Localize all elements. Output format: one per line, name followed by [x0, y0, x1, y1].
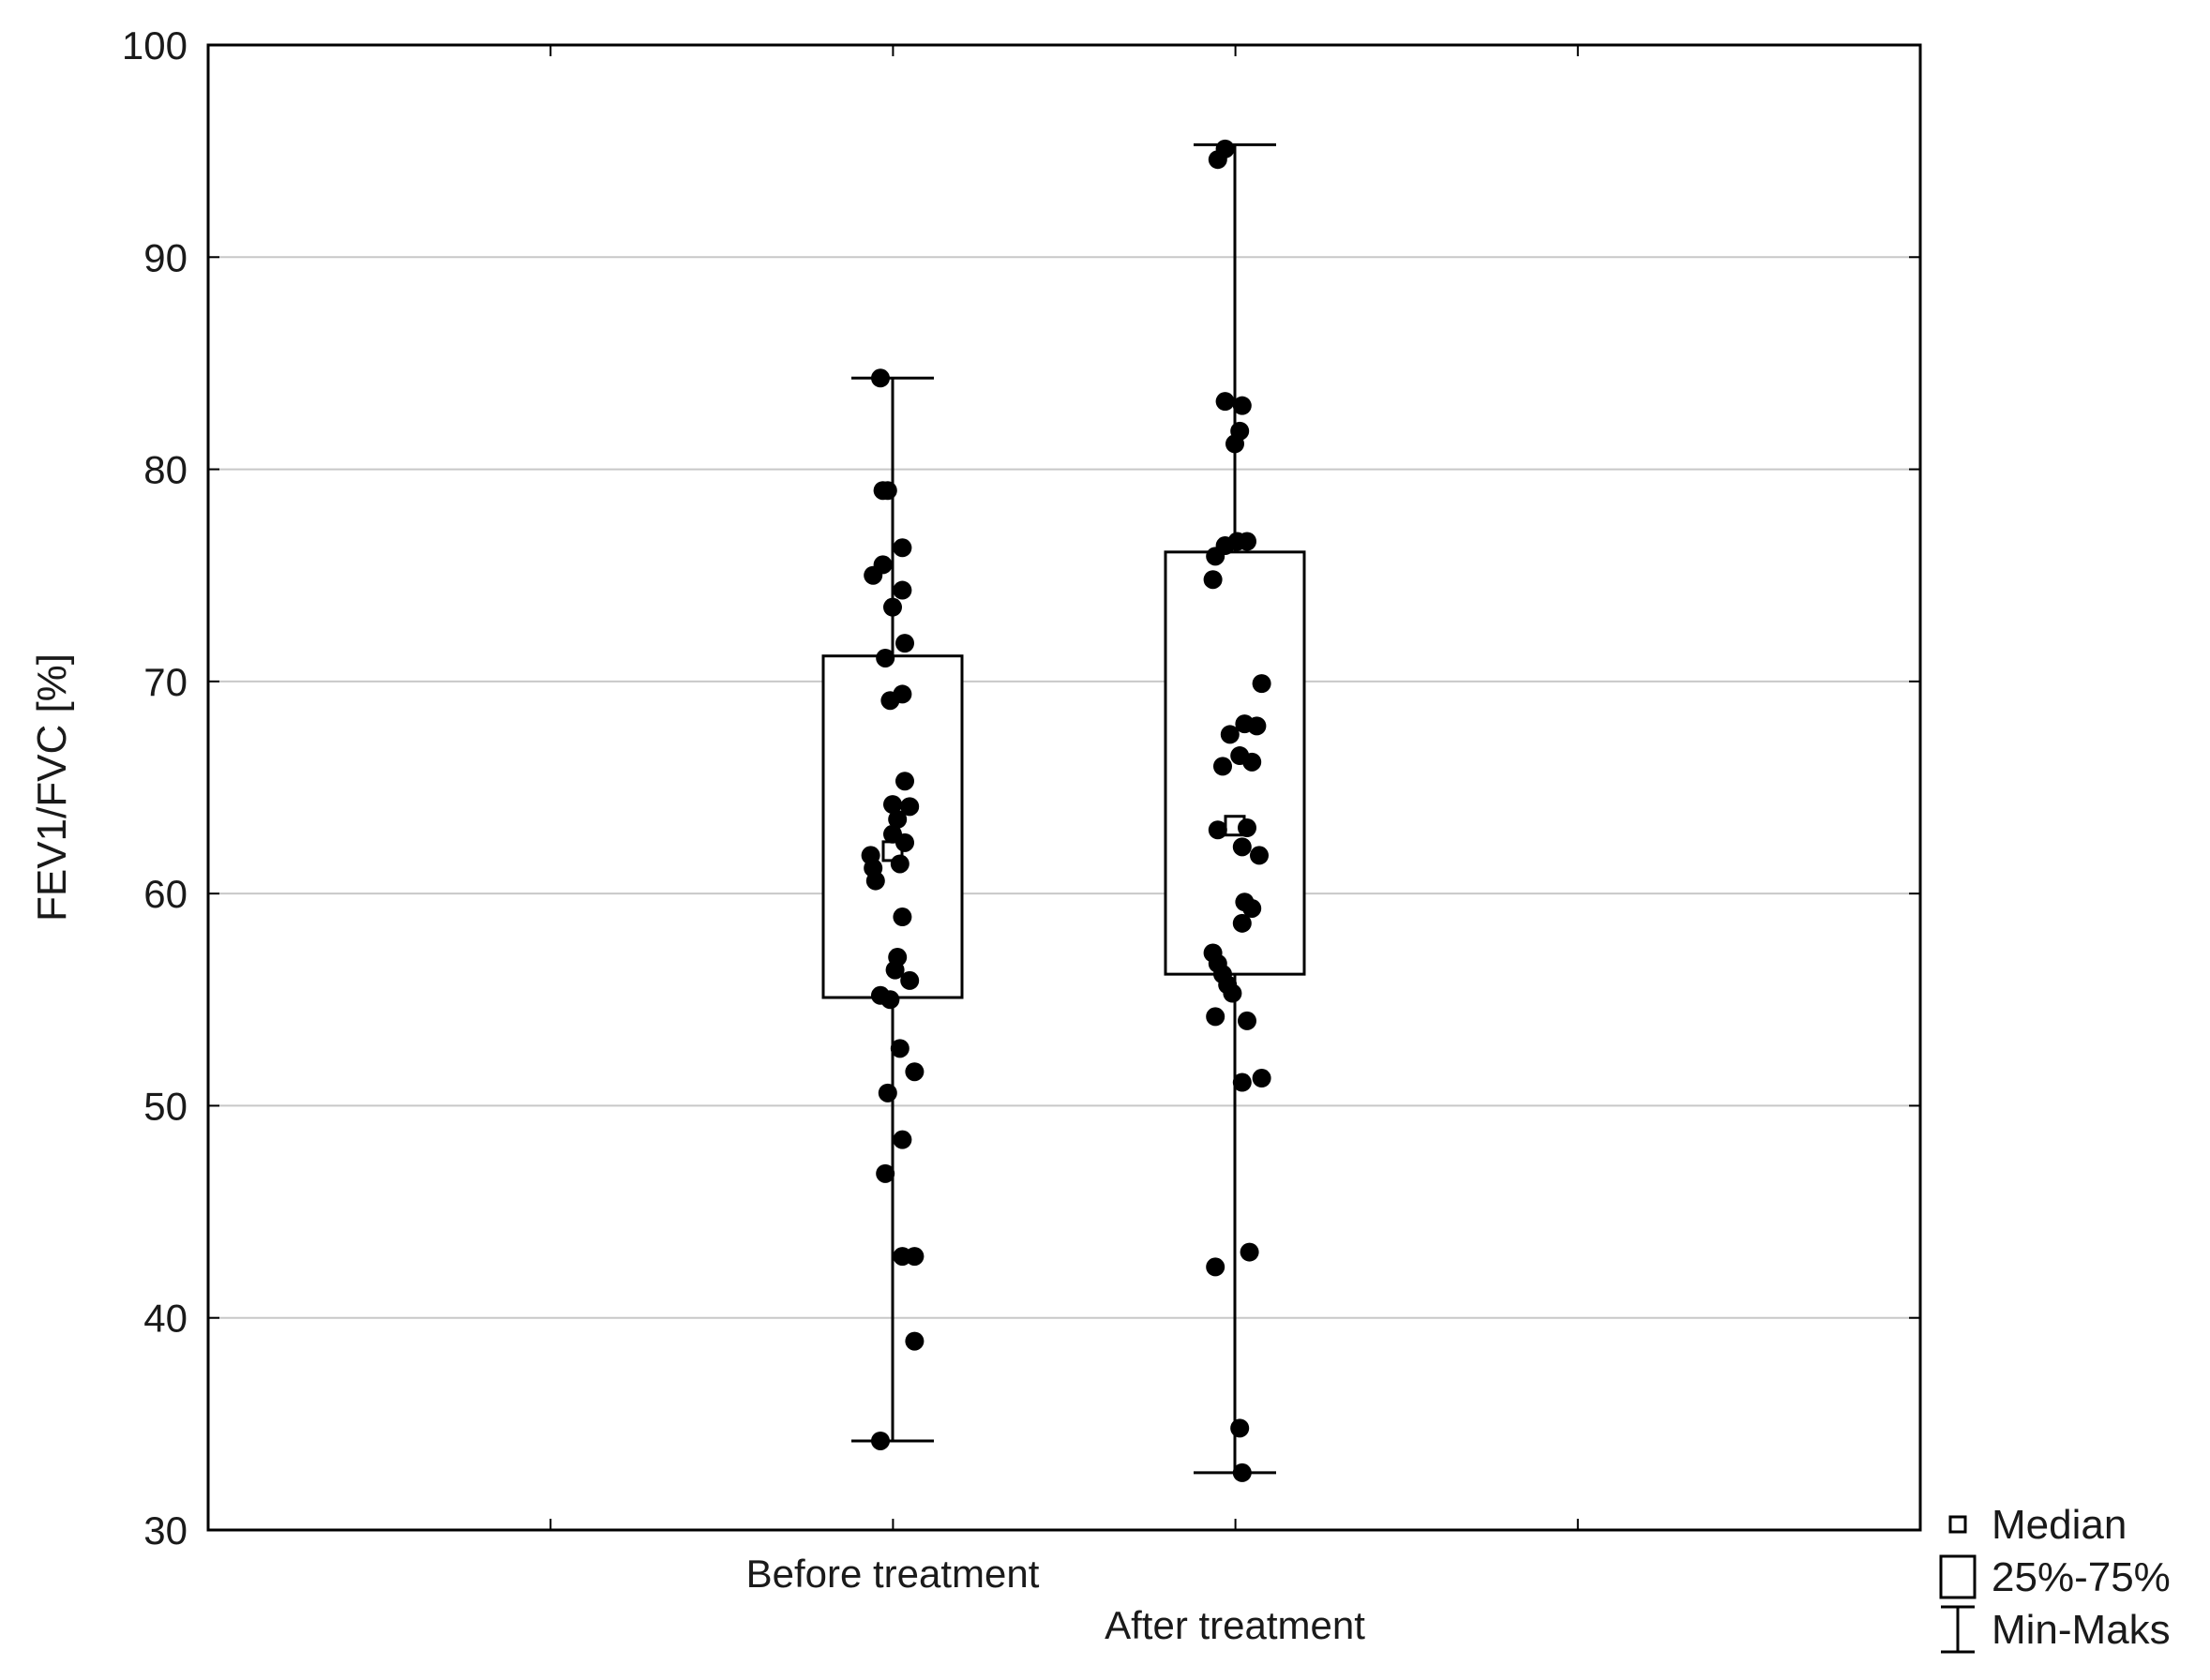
y-tick-label: 60	[143, 872, 188, 916]
data-point	[1230, 1418, 1250, 1438]
y-tick-label: 70	[143, 660, 188, 704]
data-point	[1206, 1257, 1225, 1277]
y-tick-label: 40	[143, 1297, 188, 1341]
data-point	[895, 634, 914, 653]
data-point	[1250, 846, 1269, 865]
y-tick-label: 50	[143, 1084, 188, 1128]
x-axis-categories: Before treatment After treatment	[746, 1552, 1366, 1647]
data-point	[865, 871, 885, 891]
legend-median-symbol	[1948, 1515, 1967, 1534]
y-axis: 30 40 50 60 70 80 90 100	[122, 23, 1920, 1552]
data-point	[1232, 913, 1252, 933]
data-point	[1232, 396, 1252, 415]
data-point	[1242, 898, 1262, 918]
y-tick-label: 30	[143, 1508, 188, 1552]
legend-label: Median	[1992, 1502, 2127, 1548]
data-point	[900, 797, 920, 817]
data-point	[876, 648, 895, 668]
y-tick-label: 100	[122, 23, 188, 68]
data-point	[1232, 1462, 1252, 1482]
data-point	[893, 1130, 912, 1149]
data-point	[1247, 716, 1267, 736]
data-point	[1208, 150, 1227, 170]
data-point	[1252, 674, 1271, 694]
data-point	[1238, 1011, 1256, 1030]
data-point	[1225, 434, 1244, 454]
legend-label: Min-Maks	[1992, 1607, 2171, 1653]
data-point	[1242, 752, 1262, 772]
data-point	[883, 597, 902, 617]
category-label: Before treatment	[746, 1552, 1040, 1596]
data-point	[876, 1163, 895, 1183]
legend-label: 25%-75%	[1992, 1554, 2171, 1600]
data-point	[905, 1331, 925, 1351]
data-point	[893, 580, 912, 600]
data-points	[861, 139, 1271, 1482]
data-point	[1223, 983, 1242, 1003]
data-point	[871, 1431, 890, 1450]
data-point	[1240, 1242, 1259, 1262]
data-point	[871, 368, 890, 388]
grid-lines	[208, 256, 1920, 1319]
data-point	[888, 809, 908, 829]
data-point	[883, 795, 902, 815]
data-point	[1206, 547, 1225, 566]
data-point	[905, 1062, 925, 1082]
data-point	[864, 565, 883, 585]
y-tick-label: 90	[143, 235, 188, 279]
data-point	[905, 1247, 925, 1267]
plot-area-frame	[206, 43, 1922, 1532]
data-point	[880, 990, 900, 1010]
data-point	[1220, 725, 1240, 744]
legend-box-symbol	[1939, 1554, 1977, 1599]
data-point	[1203, 570, 1223, 590]
data-point	[895, 832, 914, 852]
data-point	[893, 908, 912, 927]
data-point	[890, 854, 910, 874]
data-point	[893, 684, 912, 704]
data-point	[885, 960, 905, 980]
data-point	[1208, 820, 1227, 840]
legend: Median 25%-75% Min-Maks	[1939, 1502, 2171, 1654]
data-point	[1213, 757, 1232, 776]
y-tick-label: 80	[143, 448, 188, 492]
data-point	[1232, 1072, 1252, 1092]
data-point	[1238, 818, 1256, 837]
data-point	[1252, 1069, 1271, 1088]
data-point	[873, 481, 893, 501]
data-point	[1215, 392, 1235, 412]
data-point	[878, 1083, 897, 1102]
data-point	[1232, 837, 1252, 857]
plot-border	[206, 43, 1922, 1532]
data-point	[895, 772, 914, 791]
data-point	[890, 1039, 910, 1058]
y-axis-title: FEV1/FVC [%]	[29, 653, 75, 922]
data-point	[1238, 532, 1256, 551]
data-point	[900, 970, 920, 990]
data-point	[1206, 1007, 1225, 1027]
category-label: After treatment	[1105, 1603, 1365, 1647]
data-point	[893, 538, 912, 558]
